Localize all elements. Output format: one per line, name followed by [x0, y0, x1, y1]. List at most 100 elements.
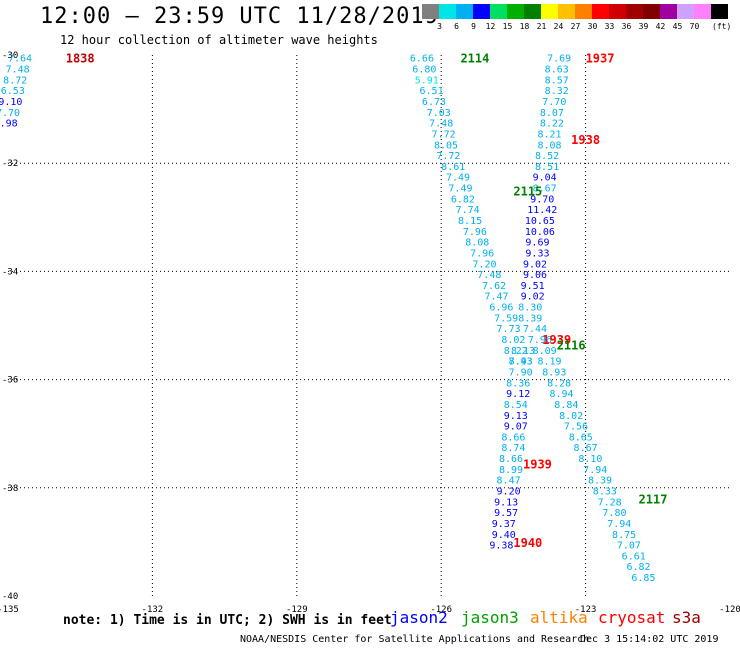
wave-height-point: 8.43	[509, 357, 533, 368]
wave-height-point: 6.66	[410, 54, 434, 65]
wave-height-point: 9.10	[0, 97, 22, 108]
wave-height-point: 8.93	[542, 367, 566, 378]
wave-height-point: 6.82	[626, 562, 650, 573]
pass-number-label: 1937	[586, 52, 615, 66]
wave-height-point: 7.64	[8, 54, 32, 65]
color-scale-label: 9	[471, 22, 476, 31]
x-tick-label: -123	[575, 605, 597, 615]
wave-height-point: 8.08	[537, 140, 561, 151]
wave-height-point: 7.80	[602, 508, 626, 519]
wave-height-point: 6.80	[412, 65, 436, 76]
chart-subtitle: 12 hour collection of altimeter wave hei…	[60, 33, 378, 47]
wave-height-point: 9.02	[523, 259, 547, 270]
wave-height-point: 9.06	[523, 270, 547, 281]
wave-height-point: 8.66	[499, 454, 523, 465]
color-scale-label: 6	[454, 22, 459, 31]
wave-height-point: 9.70	[530, 194, 554, 205]
wave-height-point: 7.62	[482, 281, 506, 292]
wave-height-point: 7.70	[0, 108, 20, 119]
grid-lines	[8, 55, 730, 596]
color-scale-label: 36	[621, 22, 632, 31]
wave-height-point: 7.94	[607, 519, 631, 530]
wave-height-values: 7.647.488.726.539.107.709.986.666.805.91…	[0, 54, 655, 584]
legend-entry: s3a	[672, 608, 701, 627]
pass-number-label: 1940	[513, 536, 542, 550]
wave-height-point: 6.51	[420, 86, 444, 97]
wave-height-point: 9.02	[521, 292, 545, 303]
wave-height-point: 7.48	[477, 270, 501, 281]
wave-height-point: 8.36	[506, 378, 530, 389]
wave-height-point: 8.19	[537, 357, 561, 368]
pass-number-label: 2116	[557, 338, 586, 352]
wave-height-point: 6.53	[1, 86, 25, 97]
chart-title: 12:00 – 23:59 UTC 11/28/2019	[40, 4, 439, 29]
color-scale-label: 42	[655, 22, 666, 31]
wave-height-point: 7.96	[463, 227, 487, 238]
wave-height-point: 6.82	[451, 194, 475, 205]
wave-height-point: 8.67	[533, 184, 557, 195]
wave-height-point: 7.20	[472, 259, 496, 270]
wave-height-point: 9.69	[525, 238, 549, 249]
wave-height-point: 8.51	[535, 162, 559, 173]
color-scale-label: 30	[587, 22, 598, 31]
wave-height-point: 8.47	[497, 476, 521, 487]
wave-height-point: 8.09	[533, 346, 557, 357]
wave-height-point: 7.48	[6, 65, 30, 76]
color-swatch	[456, 4, 473, 19]
wave-height-point: 7.93	[509, 357, 533, 368]
color-swatch	[439, 4, 456, 19]
wave-height-point: 9.98	[0, 119, 18, 130]
wave-height-point: 8.02	[501, 335, 525, 346]
color-swatch	[711, 4, 728, 19]
color-swatch	[490, 4, 507, 19]
color-swatch	[541, 4, 558, 19]
color-swatch	[422, 4, 439, 19]
legend-entry: jason2	[390, 608, 448, 627]
wave-height-point: 9.40	[492, 530, 516, 541]
wave-height-point: 6.96	[489, 303, 513, 314]
wave-height-point: 9.13	[494, 497, 518, 508]
wave-height-point: 8.33	[593, 487, 617, 498]
color-swatch	[507, 4, 524, 19]
pass-number-label: 2115	[513, 184, 542, 198]
pass-number-label: 2117	[639, 493, 668, 507]
wave-height-point: 8.63	[545, 65, 569, 76]
wave-height-point: 7.73	[497, 324, 521, 335]
wave-height-point: 8.13	[511, 346, 535, 357]
wave-height-point: 8.67	[574, 443, 598, 454]
color-scale-label: 39	[638, 22, 649, 31]
wave-height-point: 8.15	[458, 216, 482, 227]
wave-height-point: 7.56	[564, 422, 588, 433]
color-scale-label: 70	[689, 22, 700, 31]
y-tick-label: -40	[2, 592, 18, 602]
footer-timestamp: Dec 3 15:14:02 UTC 2019	[580, 634, 719, 645]
legend-entry: jason3	[461, 608, 519, 627]
wave-height-point: 9.37	[492, 519, 516, 530]
wave-height-point: 9.12	[506, 389, 530, 400]
y-tick-label: -36	[2, 376, 18, 386]
color-scale-label: 45	[672, 22, 683, 31]
y-tick-label: -30	[2, 51, 18, 61]
color-swatch	[694, 4, 711, 19]
footer-note: note: 1) Time is in UTC; 2) SWH is in fe…	[63, 613, 392, 628]
wave-height-point: 8.65	[569, 432, 593, 443]
color-swatch	[677, 4, 694, 19]
wave-height-point: 9.13	[504, 411, 528, 422]
wave-height-point: 6.61	[622, 551, 646, 562]
wave-height-point: 8.66	[501, 432, 525, 443]
wave-height-point: 7.69	[547, 54, 571, 65]
wave-height-point: 8.84	[554, 400, 578, 411]
wave-height-point: 8.39	[518, 313, 542, 324]
wave-height-point: 7.47	[485, 292, 509, 303]
wave-height-point: 7.59	[494, 313, 518, 324]
color-scale-unit: (ft)	[712, 22, 732, 31]
wave-height-point: 5.91	[415, 75, 439, 86]
color-scale-label: 27	[570, 22, 581, 31]
footer-credit: NOAA/NESDIS Center for Satellite Applica…	[240, 634, 590, 645]
wave-height-point: 8.28	[547, 378, 571, 389]
wave-height-point: 9.38	[489, 541, 513, 552]
x-tick-label: -120	[719, 605, 740, 615]
color-scale-label: 18	[519, 22, 530, 31]
wave-height-point: 7.96	[470, 248, 494, 259]
